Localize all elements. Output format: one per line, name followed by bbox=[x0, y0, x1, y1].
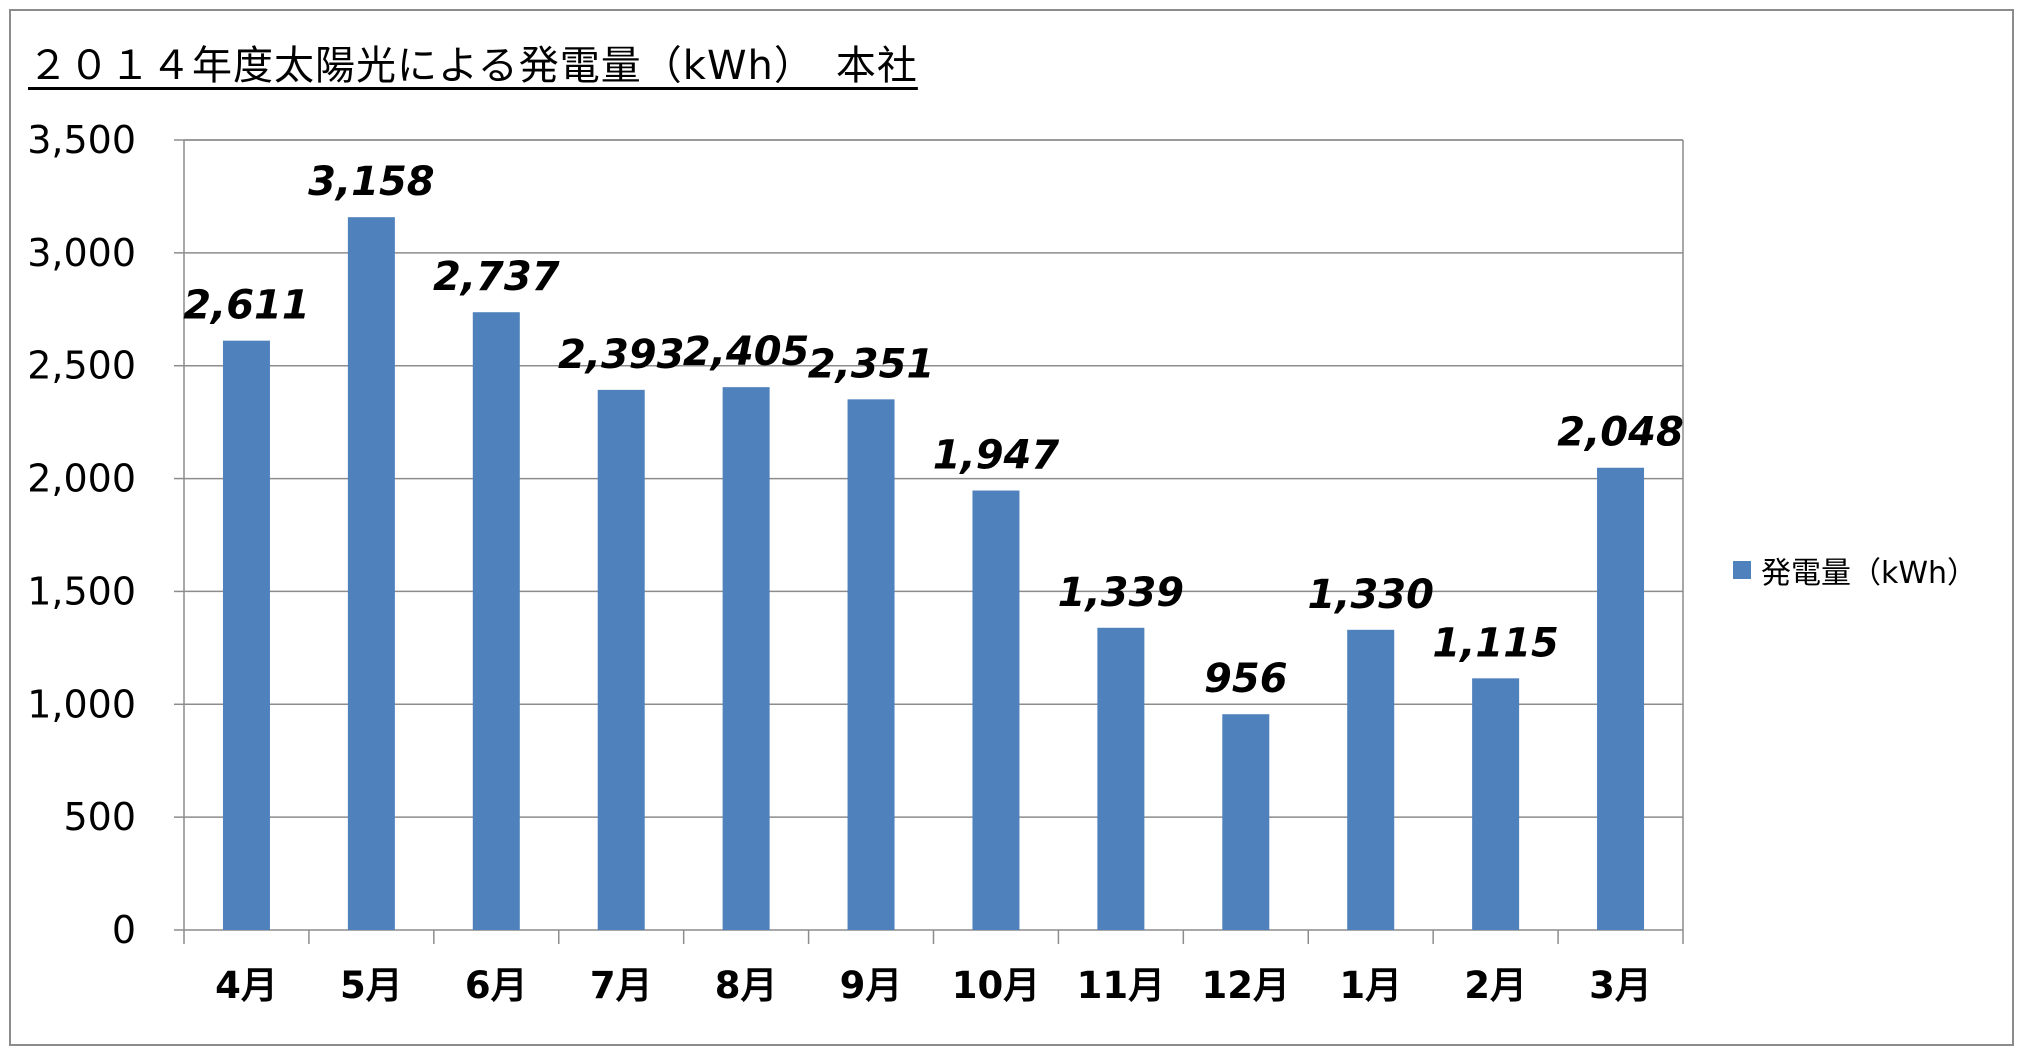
bar bbox=[222, 340, 270, 930]
x-tick-label: 3月 bbox=[1589, 964, 1652, 1007]
x-tick-label: 6月 bbox=[465, 964, 528, 1007]
data-label: 1,339 bbox=[1058, 570, 1185, 616]
y-tick-label: 0 bbox=[112, 908, 136, 952]
data-label: 2,737 bbox=[433, 254, 560, 300]
bar bbox=[972, 490, 1020, 930]
bar bbox=[1222, 714, 1270, 930]
x-tick-label: 5月 bbox=[340, 964, 403, 1007]
y-tick-label: 1,500 bbox=[27, 569, 136, 613]
bar bbox=[1597, 467, 1645, 930]
data-label: 956 bbox=[1204, 656, 1288, 702]
legend-label: 発電量（kWh） bbox=[1761, 556, 1978, 591]
bar bbox=[1472, 678, 1520, 930]
legend-swatch bbox=[1733, 561, 1751, 579]
x-tick-label: 9月 bbox=[840, 964, 903, 1007]
bar bbox=[472, 312, 520, 931]
y-tick-label: 500 bbox=[63, 795, 136, 839]
y-tick-label: 3,000 bbox=[27, 231, 136, 275]
bar bbox=[1347, 629, 1395, 930]
chart-title: ２０１４年度太陽光による発電量（kWh） 本社 bbox=[28, 43, 918, 89]
data-label: 2,048 bbox=[1557, 410, 1684, 456]
data-label: 1,115 bbox=[1432, 620, 1559, 666]
bar bbox=[847, 399, 895, 930]
data-label: 2,393 bbox=[558, 332, 685, 378]
x-tick-label: 11月 bbox=[1077, 964, 1166, 1007]
data-label: 2,405 bbox=[683, 329, 810, 375]
x-tick-label: 12月 bbox=[1202, 964, 1291, 1007]
bar bbox=[597, 389, 645, 930]
y-tick-label: 3,500 bbox=[27, 118, 136, 162]
data-label: 1,947 bbox=[933, 433, 1060, 479]
bar bbox=[1097, 627, 1145, 930]
y-tick-label: 2,500 bbox=[27, 344, 136, 388]
data-label: 2,351 bbox=[808, 341, 935, 387]
y-tick-label: 1,000 bbox=[27, 682, 136, 726]
bar bbox=[722, 387, 770, 931]
legend: 発電量（kWh） bbox=[1733, 548, 1977, 592]
data-label: 3,158 bbox=[308, 159, 435, 205]
x-tick-label: 8月 bbox=[715, 964, 778, 1007]
x-tick-label: 7月 bbox=[590, 964, 653, 1007]
x-tick-label: 10月 bbox=[952, 964, 1041, 1007]
data-label: 2,611 bbox=[183, 283, 310, 329]
y-tick-label: 2,000 bbox=[27, 457, 136, 501]
x-tick-label: 1月 bbox=[1339, 964, 1402, 1007]
data-label: 1,330 bbox=[1307, 572, 1434, 618]
bar bbox=[347, 217, 395, 931]
x-tick-label: 4月 bbox=[215, 964, 278, 1007]
x-tick-label: 2月 bbox=[1464, 964, 1527, 1007]
